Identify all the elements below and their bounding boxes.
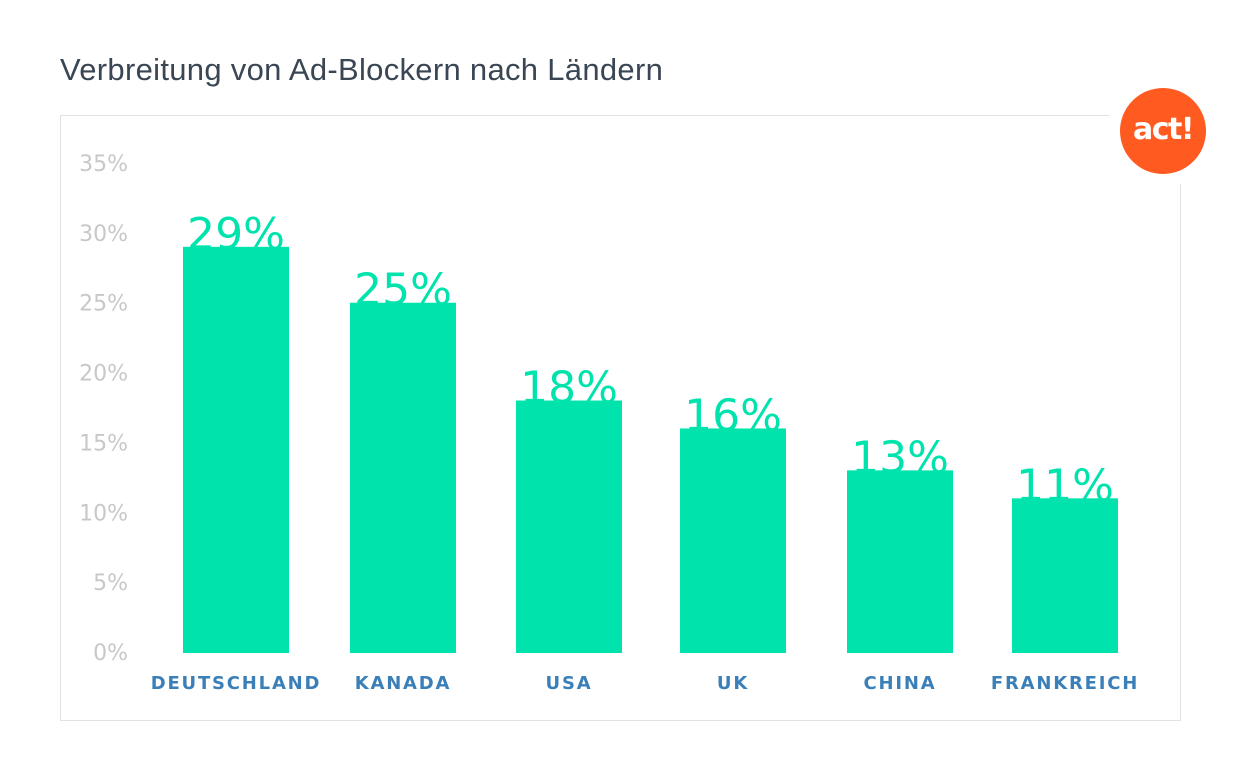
chart-frame — [60, 115, 1181, 721]
y-tick-label: 35% — [79, 152, 128, 177]
y-tick-label: 0% — [93, 641, 128, 666]
act-logo[interactable]: act! — [1120, 88, 1206, 174]
y-tick-label: 5% — [93, 571, 128, 596]
bar — [516, 400, 622, 653]
y-tick-label: 25% — [79, 292, 128, 317]
category-label: KANADA — [355, 673, 452, 694]
bar — [847, 470, 953, 653]
category-label: DEUTSCHLAND — [151, 673, 322, 694]
value-label: 16% — [684, 390, 782, 441]
category-label: CHINA — [864, 673, 937, 694]
bar — [680, 428, 786, 653]
y-tick-label: 30% — [79, 222, 128, 247]
chart-title: Verbreitung von Ad-Blockern nach Ländern — [60, 52, 664, 87]
value-label: 18% — [520, 363, 618, 414]
value-label: 25% — [354, 265, 452, 316]
bar — [1012, 498, 1118, 653]
category-label: FRANKREICH — [991, 673, 1139, 694]
bar — [350, 302, 456, 653]
y-tick-label: 10% — [79, 501, 128, 526]
value-label: 29% — [187, 209, 285, 260]
y-tick-label: 15% — [79, 431, 128, 456]
y-tick-label: 20% — [79, 362, 128, 387]
category-label: UK — [717, 673, 749, 694]
bar — [183, 246, 289, 654]
value-label: 11% — [1016, 460, 1114, 511]
value-label: 13% — [851, 432, 949, 483]
logo-text: act! — [1132, 111, 1195, 147]
category-label: USA — [546, 673, 593, 694]
